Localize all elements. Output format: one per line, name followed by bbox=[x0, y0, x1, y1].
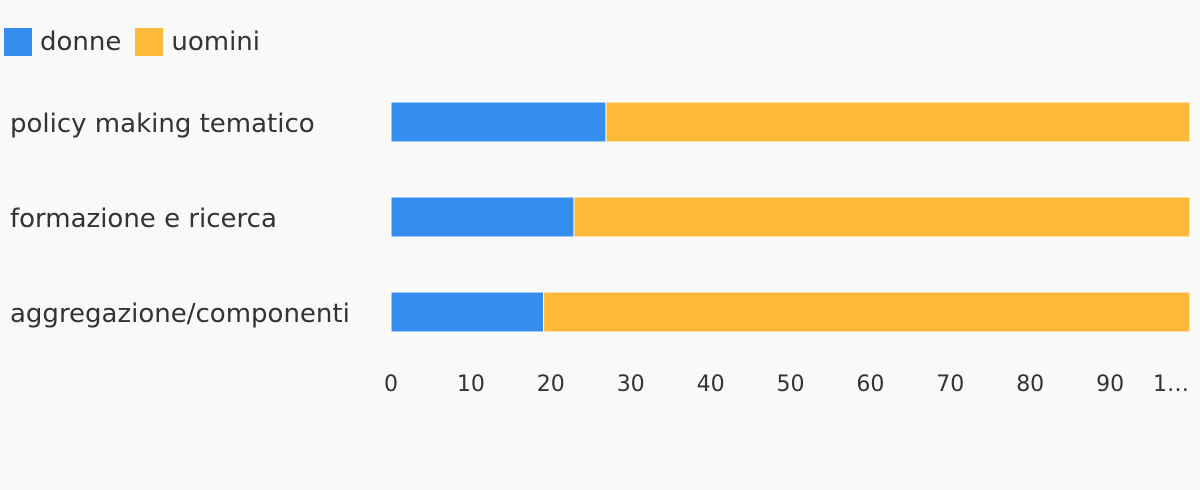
legend-item-uomini[interactable]: uomini bbox=[135, 22, 260, 62]
bar-uomini[interactable] bbox=[605, 101, 1191, 143]
bar-donne[interactable] bbox=[390, 291, 545, 333]
legend-item-donne[interactable]: donne bbox=[4, 22, 121, 62]
bar-donne[interactable] bbox=[390, 196, 575, 238]
category-label: policy making tematico bbox=[10, 109, 315, 139]
bar-uomini[interactable] bbox=[573, 196, 1191, 238]
bar-donne[interactable] bbox=[390, 101, 607, 143]
x-tick-label: 1… bbox=[1153, 372, 1189, 397]
bar-uomini[interactable] bbox=[543, 291, 1191, 333]
x-tick-label: 20 bbox=[537, 372, 565, 397]
x-tick-label: 40 bbox=[697, 372, 725, 397]
x-tick-label: 70 bbox=[936, 372, 964, 397]
x-tick-label: 10 bbox=[457, 372, 485, 397]
legend-swatch-donne bbox=[4, 28, 32, 56]
category-label: aggregazione/componenti bbox=[10, 299, 350, 329]
x-tick-label: 60 bbox=[856, 372, 884, 397]
x-tick-label: 90 bbox=[1096, 372, 1124, 397]
legend-label-donne: donne bbox=[40, 27, 122, 57]
legend-label-uomini: uomini bbox=[171, 27, 261, 57]
legend-swatch-uomini bbox=[135, 28, 164, 56]
x-tick-label: 30 bbox=[617, 372, 645, 397]
legend: donne uomini bbox=[4, 22, 274, 62]
x-tick-label: 0 bbox=[384, 372, 398, 397]
category-label: formazione e ricerca bbox=[10, 204, 277, 234]
x-tick-label: 80 bbox=[1016, 372, 1044, 397]
x-tick-label: 50 bbox=[777, 372, 805, 397]
